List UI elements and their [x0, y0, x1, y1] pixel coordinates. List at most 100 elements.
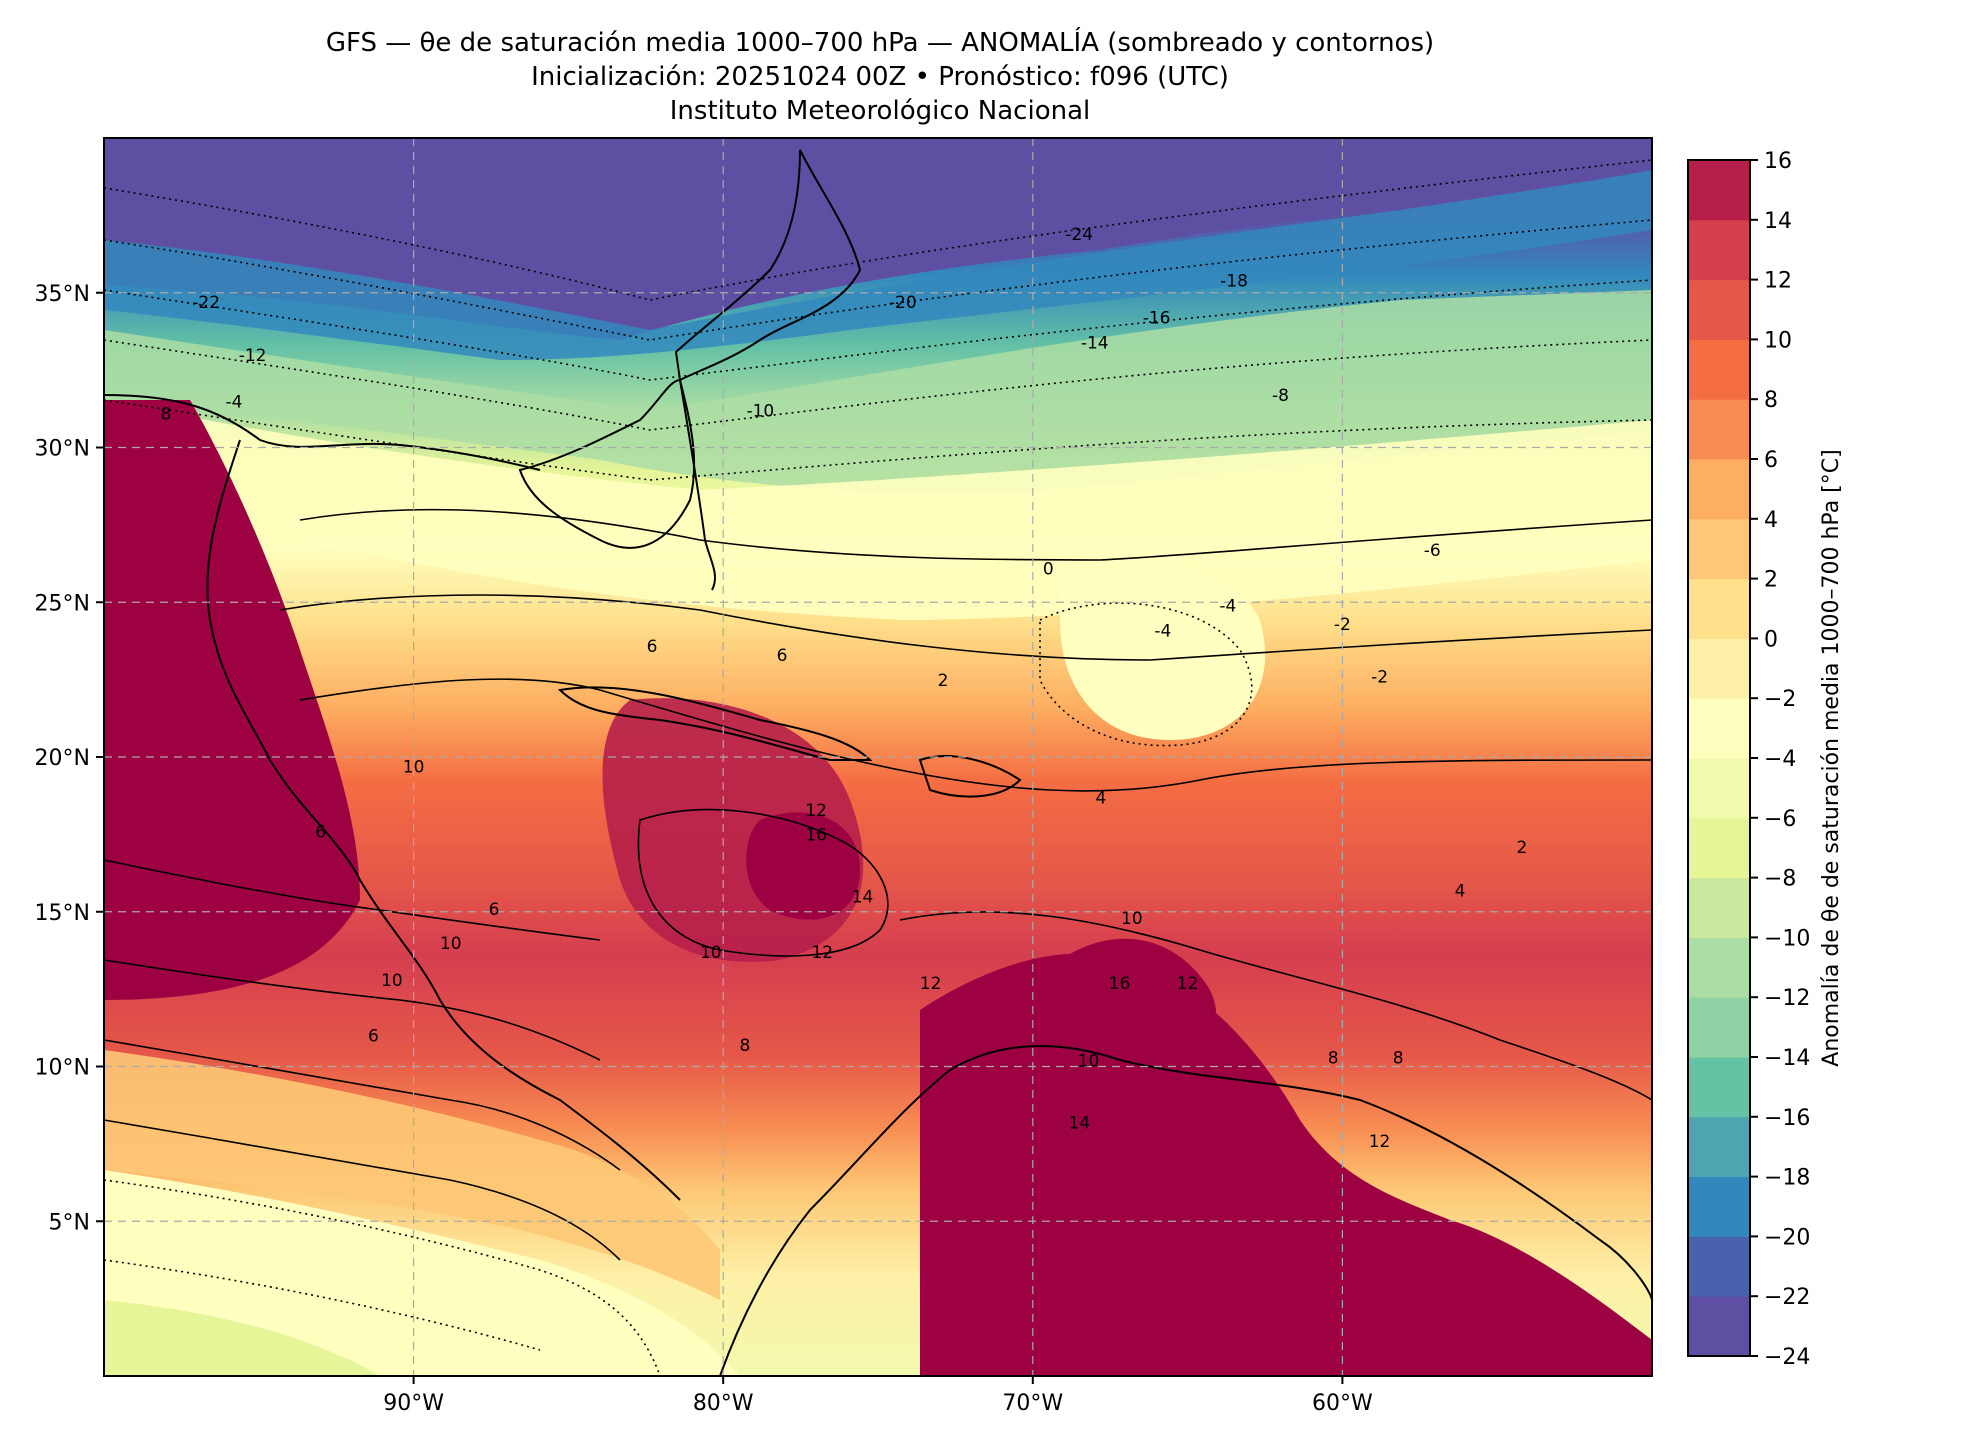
- contour-label: -24: [1065, 225, 1093, 245]
- contour-label: 2: [1517, 838, 1528, 858]
- contour-label: 8: [1328, 1048, 1339, 1068]
- contour-label: 10: [381, 971, 403, 991]
- colorbar-bin: [1688, 1057, 1750, 1118]
- contour-label: 14: [1068, 1113, 1090, 1133]
- contour-label: 12: [920, 974, 942, 994]
- x-tick-label: 70°W: [1002, 1391, 1063, 1416]
- title-block: GFS — θe de saturación media 1000–700 hP…: [104, 26, 1656, 128]
- colorbar-tick-label: 12: [1764, 269, 1792, 294]
- colorbar-label: Anomalía de θe de saturación media 1000–…: [1819, 449, 1844, 1066]
- contour-label: 4: [1095, 788, 1106, 808]
- coastline-south-america: [719, 1045, 1652, 1376]
- colorbar-bin: [1688, 817, 1750, 879]
- colorbar-tick-label: −2: [1764, 687, 1796, 712]
- contour-label: 6: [777, 646, 788, 666]
- neutral-pocket: [1060, 552, 1266, 740]
- cool-band: [104, 170, 1652, 360]
- contour-line: [104, 279, 1652, 381]
- colorbar-tick-label: 16: [1764, 149, 1792, 174]
- contour-labels: -24-22 -20-18-16-14-12-10-8-6-4-4-4-2-202…: [161, 225, 1528, 1152]
- colorbar: −24−22−20−18−16−14−12−10−8−6−4−202468101…: [1687, 149, 1844, 1370]
- colorbar-bins: [1688, 160, 1750, 1357]
- contour-line: [299, 678, 1652, 792]
- colorbar-bin: [1688, 160, 1750, 221]
- colorbar-tick-label: 0: [1764, 627, 1778, 652]
- contour-label: 6: [315, 822, 326, 842]
- contour-label: 8: [161, 405, 172, 425]
- colorbar-tick-label: −14: [1764, 1046, 1810, 1071]
- contour-label: 6: [647, 637, 658, 657]
- colorbar-tick-label: −22: [1764, 1285, 1810, 1310]
- x-tick-label: 60°W: [1312, 1391, 1373, 1416]
- colorbar-tick-label: 8: [1764, 388, 1778, 413]
- y-tick-label: 35°N: [35, 282, 90, 307]
- contour-label: -6: [1424, 541, 1441, 561]
- colorbar-tick-label: 2: [1764, 568, 1778, 593]
- x-tick-label: 80°W: [693, 1391, 754, 1416]
- colorbar-bin: [1688, 877, 1750, 938]
- colorbar-tick-label: 6: [1764, 448, 1778, 473]
- colorbar-bin: [1688, 698, 1750, 759]
- contour-line: [104, 859, 601, 941]
- contour-line: [899, 911, 1652, 1101]
- colorbar-bin: [1688, 1236, 1750, 1297]
- contour-label: 6: [489, 900, 500, 920]
- contour-line: [104, 1039, 621, 1171]
- y-tick-label: 20°N: [35, 746, 90, 771]
- contour-label: 10: [1078, 1052, 1100, 1072]
- x-axis: 90°W 80°W 70°W 60°W: [383, 1376, 1373, 1416]
- title-line-2: Inicialización: 20251024 00Z • Pronóstic…: [531, 62, 1229, 92]
- contour-label: -4: [226, 392, 243, 412]
- contour-line: [104, 1179, 661, 1376]
- contour-label: 16: [805, 826, 827, 846]
- contour-label: -4: [1154, 621, 1171, 641]
- colorbar-tick-label: −24: [1764, 1345, 1810, 1370]
- colorbar-bin: [1688, 937, 1750, 998]
- colorbar-tick-label: 4: [1764, 508, 1778, 533]
- title-line-3: Instituto Meteorológico Nacional: [669, 96, 1091, 126]
- colorbar-tick-label: −20: [1764, 1225, 1810, 1250]
- neutral-band: [104, 400, 1652, 620]
- coastline-gulf: [104, 394, 541, 471]
- cool-pacific-south: [104, 1300, 380, 1376]
- colorbar-bin: [1688, 1296, 1750, 1357]
- y-tick-label: 25°N: [35, 591, 90, 616]
- contour-label: -12: [239, 346, 267, 366]
- contour-label: 8: [1393, 1048, 1404, 1068]
- contour-label: 12: [811, 943, 833, 963]
- colorbar-tick-label: −16: [1764, 1106, 1810, 1131]
- contour-line: [104, 959, 601, 1061]
- anomaly-field: [104, 138, 1652, 1376]
- contour-label: 4: [1455, 881, 1466, 901]
- colorbar-bin: [1688, 518, 1750, 580]
- colorbar-bin: [1688, 578, 1750, 639]
- contour-label: -10: [746, 402, 774, 422]
- contour-label: 12: [1177, 974, 1199, 994]
- colorbar-bin: [1688, 638, 1750, 699]
- mild-band: [104, 290, 1652, 493]
- coastline-mexico-central-america: [206, 439, 681, 1201]
- contour-label: 10: [1121, 909, 1143, 929]
- coastline-hispaniola: [918, 755, 1022, 798]
- contour-label: -16: [1143, 309, 1171, 329]
- contour-label: 10: [403, 757, 425, 777]
- contour-line: [104, 1259, 541, 1351]
- contour-label: 12: [805, 801, 827, 821]
- colorbar-tick-label: 14: [1764, 209, 1792, 234]
- title-line-1: GFS — θe de saturación media 1000–700 hP…: [325, 28, 1435, 58]
- contour-label: 0: [1043, 559, 1054, 579]
- colorbar-bin: [1688, 1116, 1750, 1178]
- colorbar-bin: [1688, 219, 1750, 281]
- colorbar-tick-label: 10: [1764, 328, 1792, 353]
- y-tick-label: 5°N: [49, 1210, 90, 1235]
- colorbar-tick-label: −10: [1764, 926, 1810, 951]
- colorbar-bin: [1688, 399, 1750, 460]
- contour-label: -4: [1219, 597, 1236, 617]
- colorbar-bin: [1688, 758, 1750, 819]
- warm-anomaly-venezuela: [1058, 938, 1217, 1080]
- cold-anomaly-region: [104, 138, 1652, 340]
- y-tick-label: 15°N: [35, 901, 90, 926]
- colorbar-ticks: −24−22−20−18−16−14−12−10−8−6−4−202468101…: [1750, 149, 1810, 1370]
- contour-label: -22: [192, 293, 220, 313]
